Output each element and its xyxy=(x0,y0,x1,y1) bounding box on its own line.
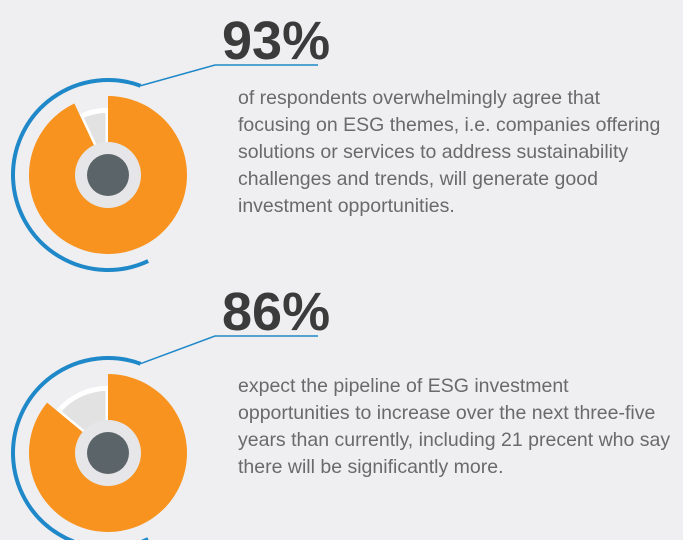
center-dot xyxy=(87,154,129,196)
pointer-line xyxy=(140,64,318,87)
percent-label: 86% xyxy=(222,282,331,342)
pointer-line xyxy=(140,335,318,365)
description: of respondents overwhelmingly agree that… xyxy=(238,87,661,217)
decor-arc xyxy=(11,78,149,272)
description: expect the pipeline of ESG investment op… xyxy=(238,375,671,478)
decor-arc xyxy=(11,356,149,540)
center-dot xyxy=(87,432,129,474)
percent-label: 93% xyxy=(222,11,331,71)
